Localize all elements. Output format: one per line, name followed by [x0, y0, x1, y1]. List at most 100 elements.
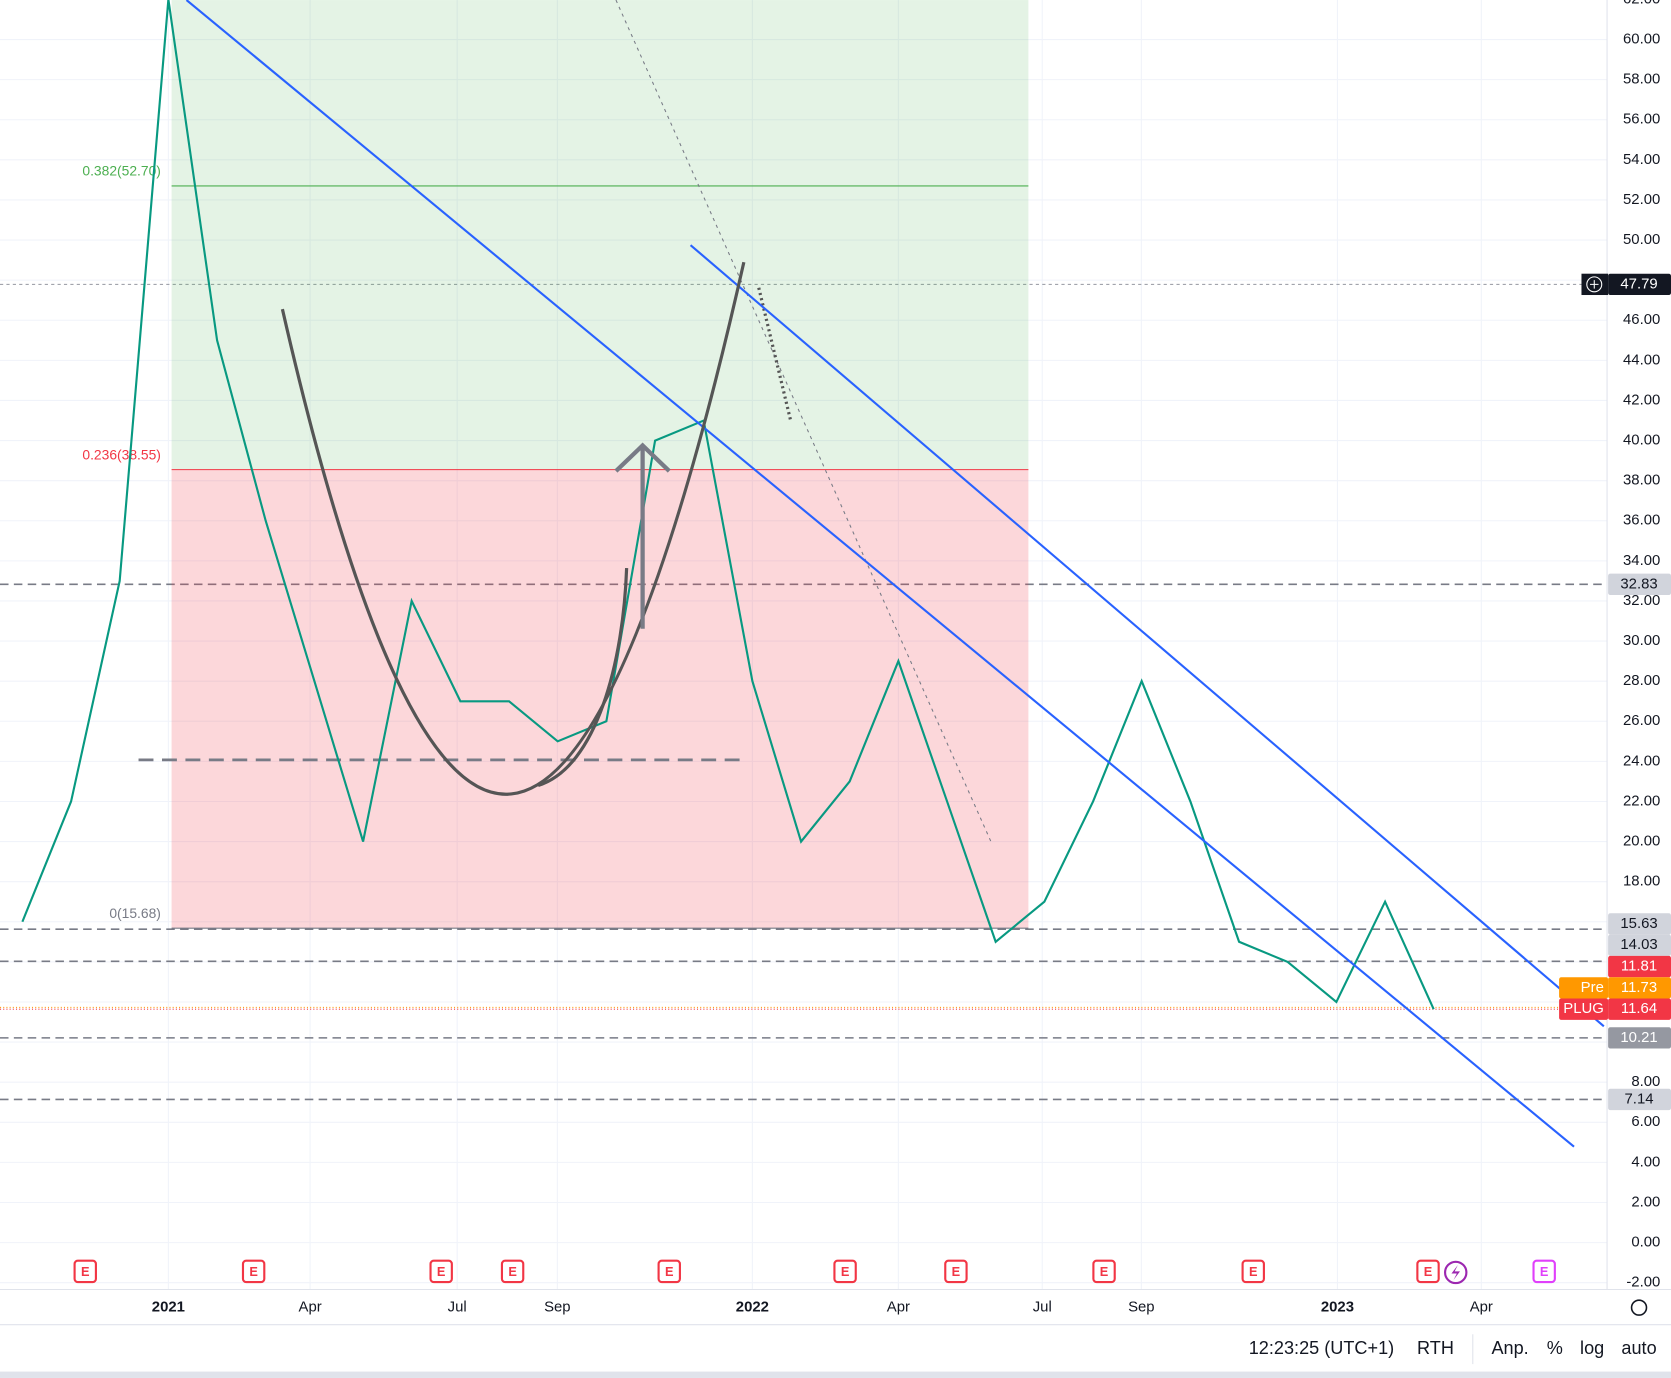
price-tag [1608, 913, 1671, 935]
fib-zones: 0.382(52.70) 0.236(38.55) 0(15.68) [82, 0, 1029, 929]
y-tick-label: 52.00 [1623, 192, 1660, 208]
cup-curve [280, 261, 746, 796]
log-toggle[interactable]: log [1580, 1338, 1604, 1358]
price-tag [1608, 1027, 1671, 1049]
price-tag [1608, 977, 1671, 999]
price-axis-bg [1607, 0, 1671, 1290]
earnings-icon[interactable] [73, 1259, 97, 1284]
y-tick-label: 34.00 [1623, 553, 1660, 569]
y-tick-label: 32.00 [1623, 593, 1660, 609]
earnings-label[interactable]: E [952, 1264, 961, 1279]
x-tick-label: Jul [448, 1300, 467, 1316]
fib-zone-red [171, 469, 1029, 929]
drawings [138, 0, 992, 843]
y-tick-label: 18.00 [1623, 874, 1660, 890]
trend-line [185, 0, 1575, 1148]
auto-toggle[interactable]: auto [1621, 1338, 1656, 1358]
fib-label: 0.382(52.70) [82, 163, 161, 179]
earnings-icon[interactable] [1416, 1259, 1440, 1284]
percent-toggle[interactable]: % [1547, 1338, 1563, 1358]
x-tick-label: Apr [887, 1300, 910, 1316]
earnings-icon[interactable] [1092, 1259, 1116, 1284]
y-tick-label: 22.00 [1623, 793, 1660, 809]
y-tick-label: 44.00 [1623, 352, 1660, 368]
price-tag-label: 7.14 [1625, 1091, 1654, 1107]
status-bar: 12:23:25 (UTC+1) RTH Anp. % log auto [1249, 1334, 1657, 1365]
y-tick-label: 6.00 [1631, 1114, 1660, 1130]
earnings-label[interactable]: E [508, 1264, 517, 1279]
earnings-label[interactable]: E [1424, 1264, 1433, 1279]
time-axis: 2021 Apr Jul Sep 2022 Apr Jul Sep 2023 Apr [152, 1300, 1493, 1316]
fib-label: 0(15.68) [109, 905, 161, 921]
x-tick-label: 2022 [736, 1300, 769, 1316]
price-tag [1608, 998, 1671, 1020]
drawings [185, 0, 1605, 1148]
y-tick-label: -2.00 [1626, 1275, 1660, 1291]
x-tick-label: 2023 [1321, 1300, 1354, 1316]
clock: 12:23:25 (UTC+1) [1249, 1338, 1394, 1358]
y-tick-label: 42.00 [1623, 392, 1660, 408]
y-tick-label: 28.00 [1623, 673, 1660, 689]
earnings-icon[interactable] [833, 1259, 857, 1284]
earnings-label[interactable]: E [437, 1264, 446, 1279]
price-tag-label: 15.63 [1620, 916, 1657, 932]
earnings-label[interactable]: E [841, 1264, 850, 1279]
price-tag-label: 47.79 [1620, 276, 1657, 292]
grid [0, 0, 1608, 1290]
earnings-icon[interactable] [500, 1259, 525, 1284]
y-tick-label: 60.00 [1623, 31, 1660, 47]
price-tag-label: 32.83 [1620, 576, 1657, 592]
crosshair-plus[interactable] [1586, 276, 1603, 293]
x-tick-label: Sep [544, 1300, 571, 1316]
handle-curve [537, 567, 629, 787]
x-tick-label: 2021 [152, 1300, 185, 1316]
price-tag [1608, 934, 1671, 956]
earnings-label[interactable]: E [81, 1264, 90, 1279]
earnings-icon[interactable] [429, 1259, 453, 1284]
fib-zone-green [171, 0, 1029, 470]
earnings-label[interactable]: E [1540, 1264, 1549, 1279]
adjust-toggle[interactable]: Anp. [1491, 1338, 1528, 1358]
price-line [21, 0, 1435, 1010]
up-arrow [614, 442, 671, 629]
price-tag-name: Pre [1581, 980, 1604, 996]
session[interactable]: RTH [1417, 1338, 1454, 1358]
price-tag-label: 14.03 [1620, 937, 1657, 953]
y-tick-label: 4.00 [1631, 1154, 1660, 1170]
earnings-icon[interactable] [241, 1259, 266, 1284]
y-tick-label: 2.00 [1631, 1194, 1660, 1210]
earnings-icon[interactable] [657, 1259, 681, 1284]
y-tick-label: 46.00 [1623, 312, 1660, 328]
earnings-label[interactable]: E [249, 1264, 258, 1279]
y-tick-label: 58.00 [1623, 72, 1660, 88]
y-tick-label: 50.00 [1623, 232, 1660, 248]
crosshair-plus-sign[interactable] [1590, 280, 1599, 289]
earnings-label[interactable]: E [1249, 1264, 1258, 1279]
y-tick-label: 36.00 [1623, 513, 1660, 529]
x-tick-label: Sep [1128, 1300, 1155, 1316]
y-tick-label: 54.00 [1623, 152, 1660, 168]
dotted-trend [757, 287, 793, 422]
dividend-bolt [1451, 1265, 1460, 1280]
earnings-icon[interactable] [1532, 1259, 1556, 1284]
settings-icon[interactable] [1630, 1299, 1648, 1316]
earnings-icon[interactable] [944, 1259, 968, 1284]
y-tick-label: 30.00 [1623, 633, 1660, 649]
price-axis: -2.000.002.004.006.008.0010.0012.0014.00… [1623, 0, 1660, 1291]
price-tag [1608, 573, 1671, 595]
earnings-label[interactable]: E [665, 1264, 674, 1279]
y-tick-label: 26.00 [1623, 713, 1660, 729]
y-tick-label: 24.00 [1623, 753, 1660, 769]
price-tag-name-bg [1559, 977, 1609, 999]
earnings-icon[interactable] [1241, 1259, 1265, 1284]
price-tag-label: 10.21 [1620, 1030, 1657, 1046]
y-tick-label: 0.00 [1631, 1235, 1660, 1251]
earnings-label[interactable]: E [1100, 1264, 1109, 1279]
price-tag [1608, 955, 1671, 978]
y-tick-label: 8.00 [1631, 1074, 1660, 1090]
price-tags: 47.79 32.83 15.63 14.03 11.81 11.73 Pre 11.64 PL… [1559, 273, 1671, 1111]
bottom-strip [0, 1371, 1671, 1378]
